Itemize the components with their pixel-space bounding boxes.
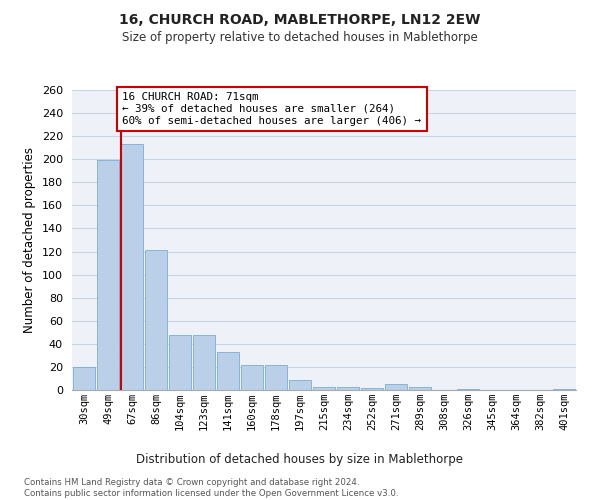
- Bar: [337, 386, 359, 390]
- Text: Size of property relative to detached houses in Mablethorpe: Size of property relative to detached ho…: [122, 31, 478, 44]
- Text: 16, CHURCH ROAD, MABLETHORPE, LN12 2EW: 16, CHURCH ROAD, MABLETHORPE, LN12 2EW: [119, 12, 481, 26]
- Bar: [457, 389, 479, 390]
- Bar: [361, 388, 383, 390]
- Bar: [241, 364, 263, 390]
- Bar: [553, 389, 575, 390]
- Text: Contains HM Land Registry data © Crown copyright and database right 2024.
Contai: Contains HM Land Registry data © Crown c…: [24, 478, 398, 498]
- Bar: [265, 364, 287, 390]
- Bar: [73, 367, 95, 390]
- Bar: [385, 384, 407, 390]
- Bar: [409, 386, 431, 390]
- Text: 16 CHURCH ROAD: 71sqm
← 39% of detached houses are smaller (264)
60% of semi-det: 16 CHURCH ROAD: 71sqm ← 39% of detached …: [122, 92, 421, 126]
- Bar: [217, 352, 239, 390]
- Y-axis label: Number of detached properties: Number of detached properties: [23, 147, 36, 333]
- Bar: [145, 250, 167, 390]
- Bar: [121, 144, 143, 390]
- Bar: [97, 160, 119, 390]
- Bar: [193, 334, 215, 390]
- Bar: [169, 334, 191, 390]
- Text: Distribution of detached houses by size in Mablethorpe: Distribution of detached houses by size …: [137, 452, 464, 466]
- Bar: [313, 386, 335, 390]
- Bar: [289, 380, 311, 390]
